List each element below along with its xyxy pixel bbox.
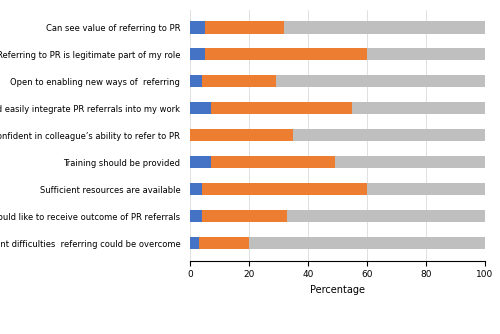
Bar xyxy=(334,156,485,168)
Bar xyxy=(190,129,293,141)
Bar xyxy=(190,237,199,249)
Bar xyxy=(190,102,210,114)
X-axis label: Percentage: Percentage xyxy=(310,285,365,295)
Bar xyxy=(202,210,288,222)
Bar xyxy=(202,75,276,88)
Bar xyxy=(367,48,485,60)
Bar xyxy=(190,48,205,60)
Bar xyxy=(367,183,485,195)
Bar xyxy=(190,21,205,33)
Bar xyxy=(199,237,249,249)
Bar xyxy=(352,102,485,114)
Bar xyxy=(205,48,367,60)
Bar xyxy=(190,75,202,88)
Bar xyxy=(210,102,352,114)
Bar xyxy=(190,210,202,222)
Bar xyxy=(205,21,284,33)
Bar xyxy=(210,156,334,168)
Bar xyxy=(284,21,485,33)
Bar xyxy=(276,75,485,88)
Bar xyxy=(288,210,485,222)
Bar xyxy=(190,156,210,168)
Bar xyxy=(202,183,367,195)
Bar xyxy=(293,129,485,141)
Bar xyxy=(249,237,485,249)
Bar xyxy=(190,183,202,195)
